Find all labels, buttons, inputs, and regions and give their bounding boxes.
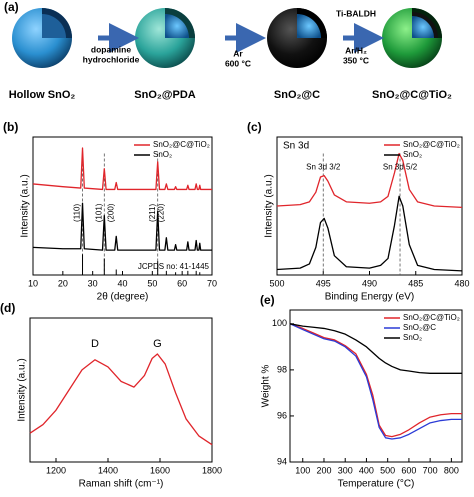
structure-label: SnO₂@C@TiO₂ [372,89,452,101]
peak-label: (220) [156,203,165,222]
x-tick-label: 300 [338,465,353,475]
plot-frame [289,309,463,463]
x-tick-label: 200 [316,465,331,475]
x-axis-label: Temperature (°C) [338,479,415,490]
peak-label: (110) [73,204,82,222]
structure-label: SnO₂@C [274,89,320,101]
sphere [382,8,442,68]
x-tick-label: 10 [28,278,38,288]
x-tick-label: 1400 [98,465,118,475]
data-line [289,323,462,438]
data-line [32,147,212,191]
data-line [29,353,213,446]
step-label: Ti-BALDH [336,8,376,18]
x-tick-label: 60 [177,278,187,288]
structure-label: Hollow SnO₂ [9,89,76,101]
schematic-text: Hollow SnO₂ SnO₂@PDA SnO₂@C SnO₂@C@TiO₂ dopa… [9,8,452,101]
legend-label: SnO₂@C [403,323,436,332]
panel-label: (a) [4,0,19,14]
y-axis-label: Intensity (a.u.) [17,358,28,421]
plot-frame [29,317,213,463]
panel-label: (e) [260,293,275,307]
sphere [135,8,195,68]
step-label: 600 °C [225,58,251,68]
panel-label: (c) [247,120,262,134]
data-line [289,323,462,440]
x-tick-label: 490 [362,278,377,288]
legend-label: SnO₂ [403,150,422,159]
x-tick-label: 1200 [46,465,66,475]
peak-label: G [153,338,162,350]
step-label: 350 °C [343,55,369,65]
plot-frame [32,136,213,276]
data-line [276,195,463,272]
x-tick-label: 100 [295,465,310,475]
step-label: dopamine [91,44,131,54]
data-line [276,152,463,209]
x-tick-label: 20 [58,278,68,288]
y-axis-label: Weight % [261,365,272,408]
x-axis-label: Binding Energy (eV) [325,292,415,303]
y-tick-label: 96 [277,410,287,420]
y-tick-label: 98 [277,364,287,374]
y-tick-label: 94 [277,456,287,466]
peak-label: (200) [106,203,115,222]
sphere [12,8,72,68]
x-tick-label: 600 [401,465,416,475]
peak-label: Sn 3d 5/2 [383,162,418,171]
data-line [289,323,462,374]
y-axis-label: Intensity (a.u.) [264,174,275,237]
x-tick-label: 800 [444,465,459,475]
x-tick-label: 400 [359,465,374,475]
x-tick-label: 495 [316,278,331,288]
chart-title: Sn 3d [283,141,309,152]
y-axis-label: Intensity (a.u.) [20,174,31,237]
legend-label: SnO₂@C@TiO₂ [403,140,460,149]
peak-label: Sn 3d 3/2 [306,162,341,171]
x-tick-label: 500 [269,278,284,288]
x-tick-label: 1800 [202,465,222,475]
legend-label: SnO₂ [153,150,172,159]
x-tick-label: 40 [117,278,127,288]
peak-label: D [91,338,99,350]
x-axis-label: Raman shift (cm⁻¹) [79,479,164,490]
step-label: Ar [233,48,243,58]
peak-label: (211) [148,204,157,222]
x-tick-label: 30 [88,278,98,288]
x-tick-label: 485 [408,278,423,288]
legend-label: SnO₂@C@TiO₂ [403,313,460,322]
x-tick-label: 700 [423,465,438,475]
y-tick-label: 100 [272,318,287,328]
legend-label: SnO₂ [403,333,422,342]
x-tick-label: 480 [454,278,469,288]
annotation: JCPDS no: 41-1445 [138,262,210,271]
peak-label: (101) [94,203,103,222]
x-tick-label: 500 [380,465,395,475]
structure-label: SnO₂@PDA [134,89,196,101]
step-label: Ar/H₂ [345,45,367,55]
data-line [32,202,212,251]
sphere [267,8,327,68]
x-axis-label: 2θ (degree) [97,292,149,303]
x-tick-label: 1600 [150,465,170,475]
legend-label: SnO₂@C@TiO₂ [153,140,210,149]
x-tick-label: 50 [147,278,157,288]
step-label: hydrochloride [83,54,140,64]
panel-label: (b) [3,120,18,134]
charts: (b) 10 20 30 40 50 60 70 2θ (degree) Intensity (a… [0,120,470,489]
x-tick-label: 70 [207,278,217,288]
panel-label: (d) [0,301,15,315]
